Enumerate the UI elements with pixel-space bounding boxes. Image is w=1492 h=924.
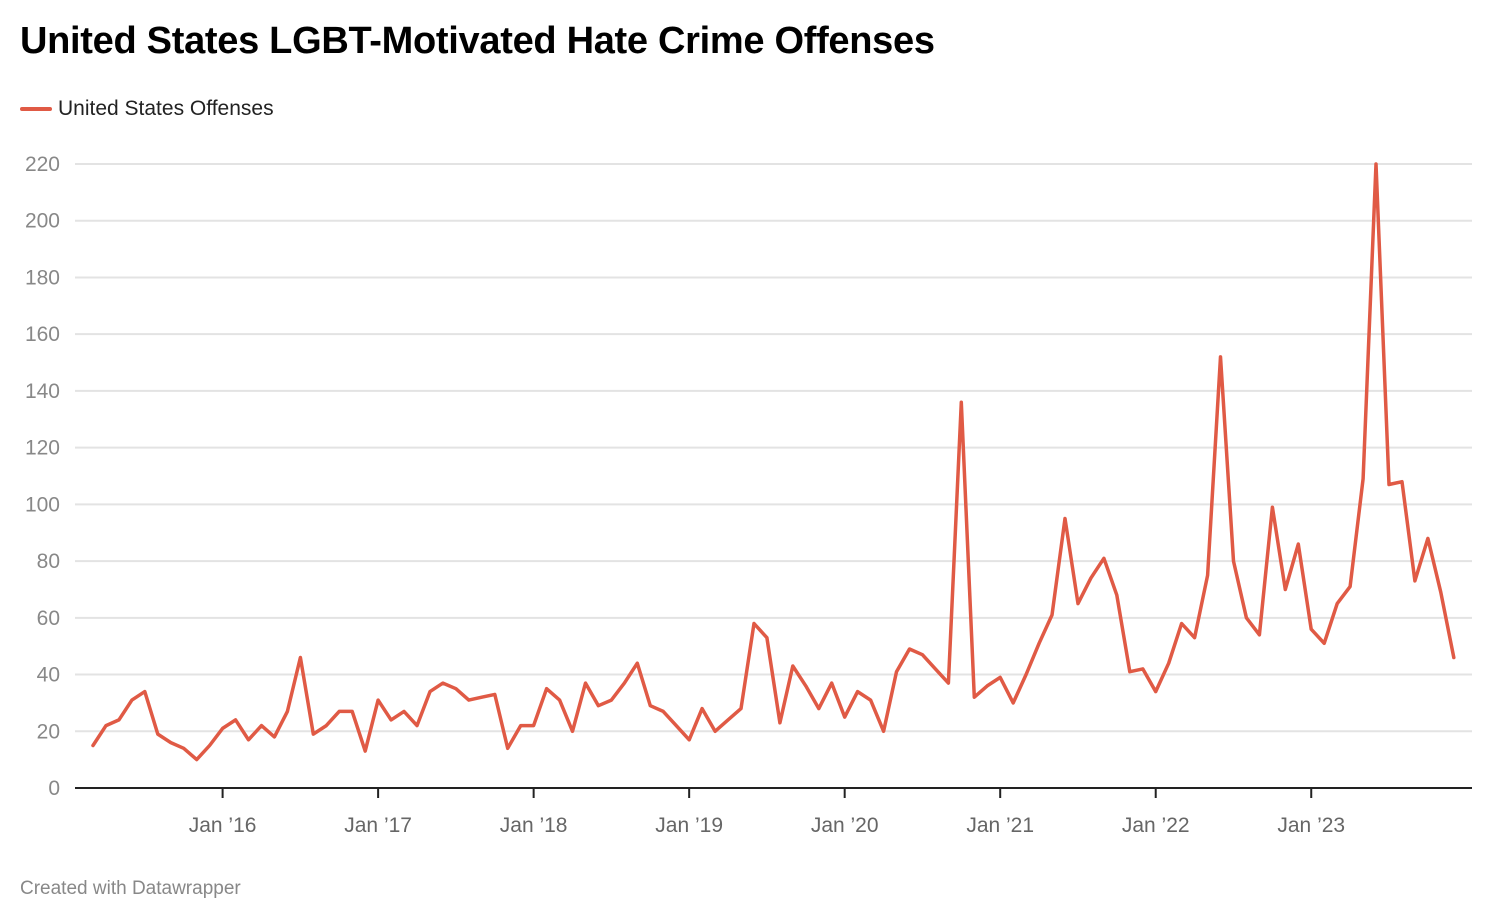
y-tick-label: 40 — [37, 664, 60, 687]
x-tick-label: Jan ’22 — [1122, 814, 1190, 837]
y-tick-label: 200 — [25, 210, 60, 233]
x-tick-label: Jan ’18 — [500, 814, 568, 837]
y-tick-label: 220 — [25, 153, 60, 176]
y-tick-label: 140 — [25, 380, 60, 403]
chart-title: United States LGBT-Motivated Hate Crime … — [20, 20, 935, 62]
y-tick-label: 120 — [25, 437, 60, 460]
x-tick-label: Jan ’23 — [1277, 814, 1345, 837]
y-tick-label: 100 — [25, 493, 60, 516]
y-tick-label: 0 — [48, 777, 60, 800]
footer-credit: Created with Datawrapper — [20, 878, 241, 899]
legend-label: United States Offenses — [58, 97, 274, 120]
y-tick-label: 160 — [25, 323, 60, 346]
legend: United States Offenses — [20, 97, 274, 121]
y-tick-label: 180 — [25, 266, 60, 289]
x-tick-label: Jan ’17 — [344, 814, 412, 837]
y-tick-label: 20 — [37, 720, 60, 743]
x-tick-label: Jan ’21 — [966, 814, 1034, 837]
y-tick-label: 80 — [37, 550, 60, 573]
x-tick-label: Jan ’16 — [189, 814, 257, 837]
y-tick-label: 60 — [37, 607, 60, 630]
legend-swatch — [20, 107, 52, 111]
x-tick-label: Jan ’19 — [655, 814, 723, 837]
x-tick-label: Jan ’20 — [811, 814, 879, 837]
series-line — [91, 162, 1456, 762]
